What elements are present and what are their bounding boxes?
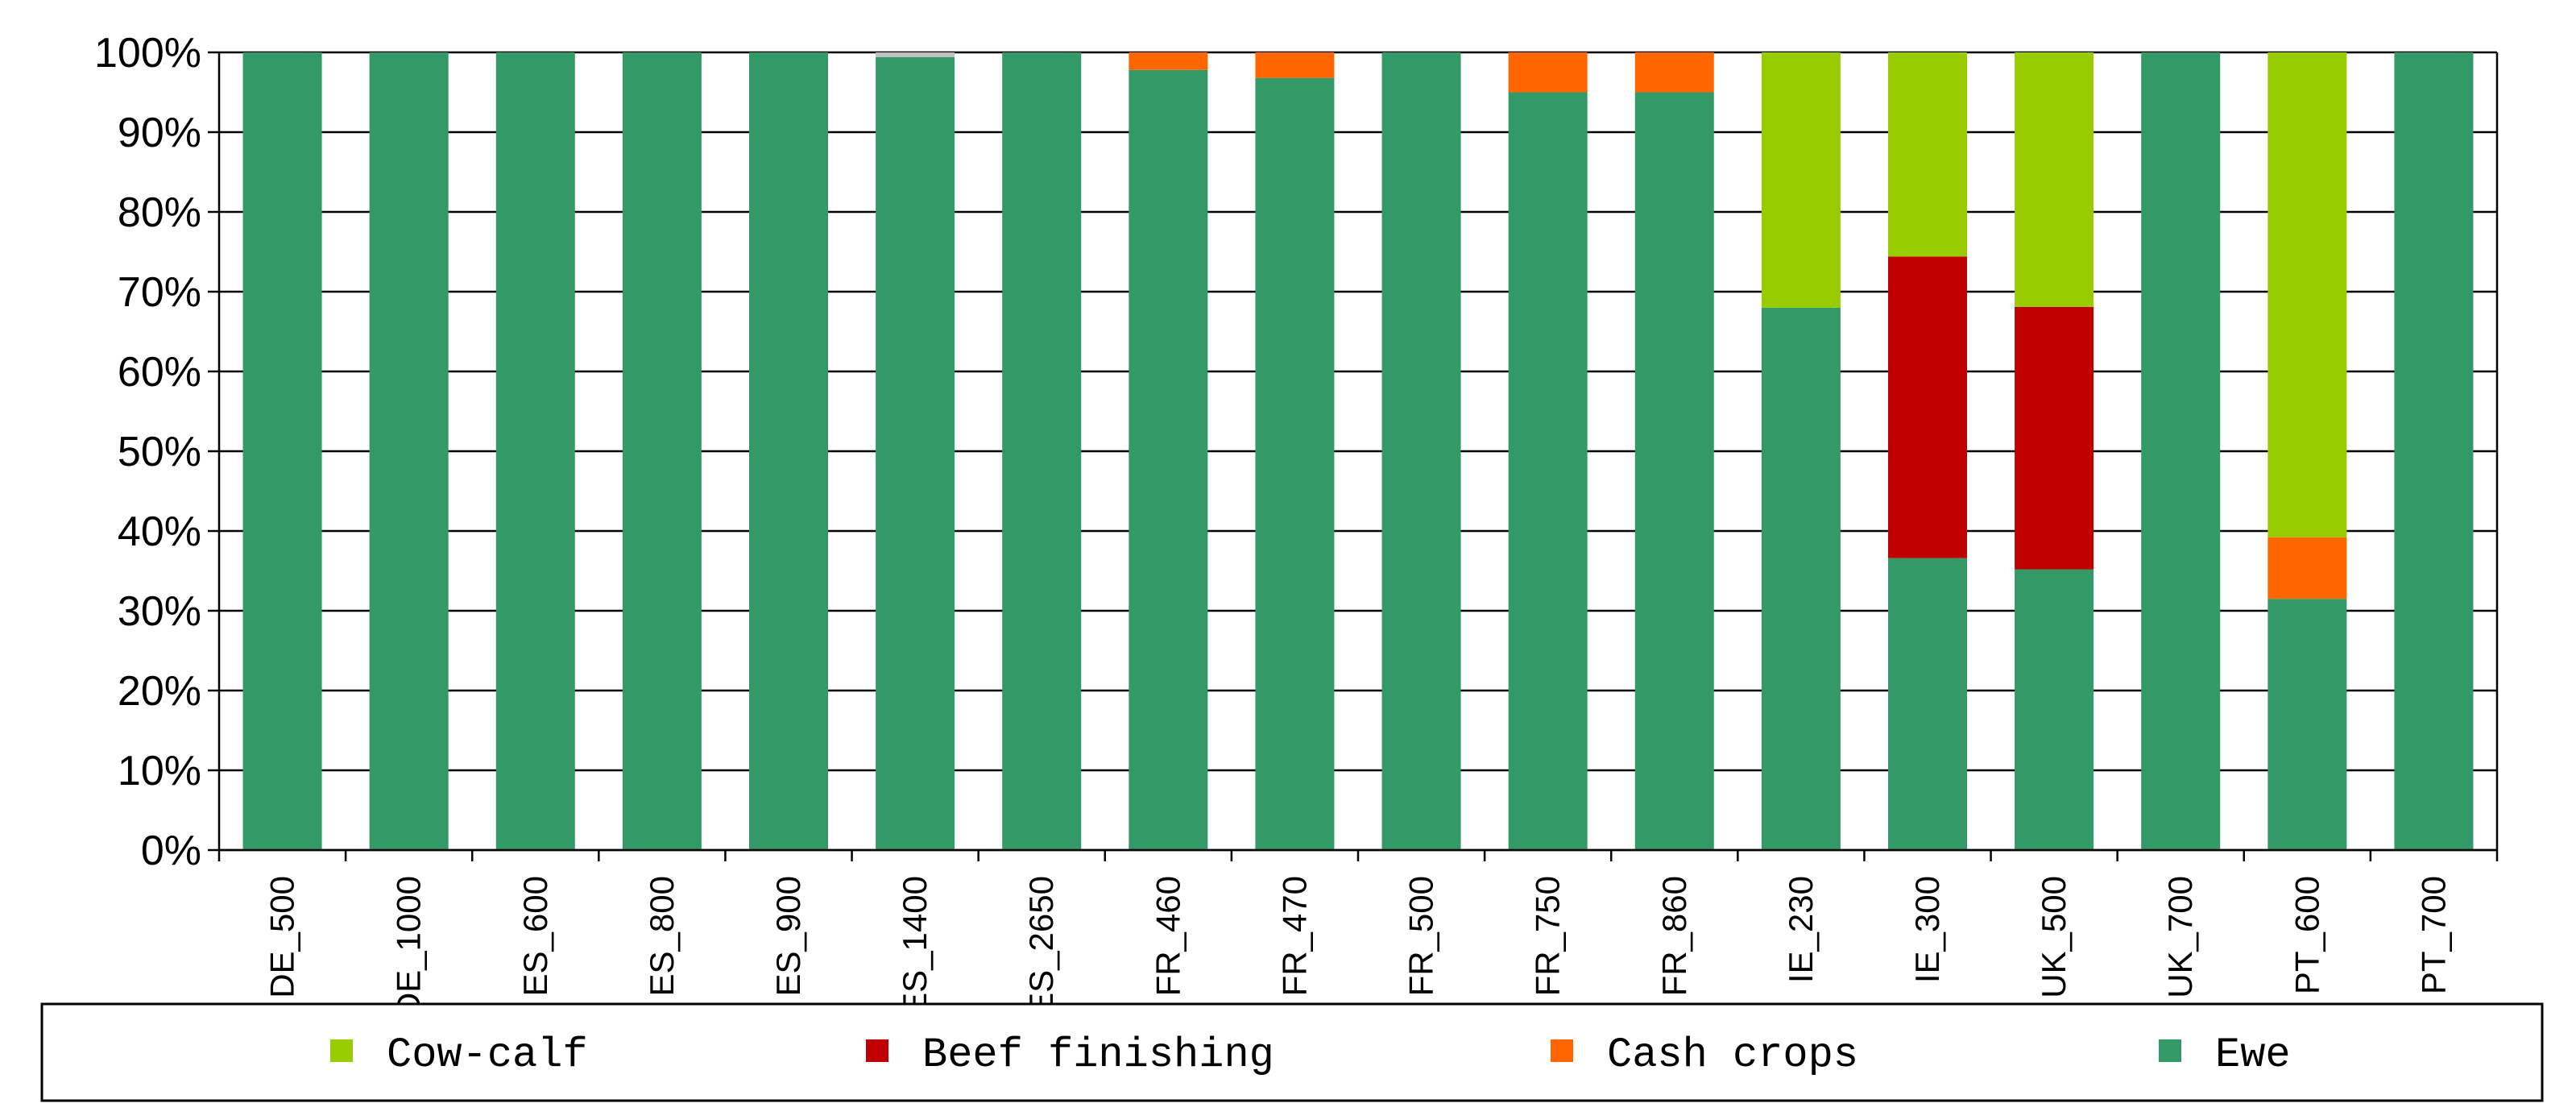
y-tick-label: 20% [118, 668, 201, 715]
bar-segment [2267, 52, 2347, 537]
bar-segment [1761, 307, 1841, 850]
x-category-label: DE_1000 [390, 876, 428, 1017]
x-category-label: ES_2650 [1022, 876, 1060, 1015]
y-tick-label: 0% [141, 828, 201, 874]
y-tick-label: 10% [118, 748, 201, 794]
bar-segment [2015, 569, 2094, 850]
x-category-label: DE_500 [263, 876, 301, 998]
axes [208, 51, 2499, 861]
x-category-label: ES_600 [516, 876, 554, 996]
y-tick-labels: 0% 10% 20% 30% 40% 50% 60% 70% 80% 90% 100% [94, 30, 201, 874]
x-category-label: IE_300 [1908, 876, 1946, 983]
x-category-label: ES_1400 [896, 876, 934, 1015]
legend-label: Cow-calf [387, 1031, 588, 1079]
bar-segment [1129, 69, 1208, 850]
bar-segment [2267, 537, 2347, 599]
bar-segment [1508, 52, 1588, 93]
bar-segment [1508, 92, 1588, 850]
bar-segment [1634, 92, 1714, 850]
bar-segment [1381, 52, 1461, 850]
bar-segment [2015, 52, 2094, 307]
bar-segment [749, 52, 828, 850]
bar-segment [876, 52, 955, 57]
bar-segment [876, 56, 955, 850]
x-category-label: PT_700 [2414, 876, 2452, 994]
x-category-label: ES_800 [643, 876, 681, 996]
x-category-label: FR_500 [1402, 876, 1440, 996]
x-category-label: UK_700 [2161, 876, 2199, 998]
x-category-labels: DE_500 DE_1000 ES_600 ES_800 ES_900 ES_1400 ES… [263, 876, 2453, 1017]
y-tick-label: 30% [118, 588, 201, 635]
y-tick-label: 40% [118, 508, 201, 555]
bar-segment [2141, 52, 2221, 850]
bar-segment [369, 52, 449, 850]
bar-segment [2394, 52, 2474, 850]
legend-swatch [1551, 1039, 1573, 1062]
x-category-label: FR_470 [1275, 876, 1313, 996]
legend-label: Cash crops [1607, 1031, 1858, 1079]
y-tick-label: 80% [118, 189, 201, 236]
bars [242, 52, 2474, 851]
y-tick-label: 50% [118, 429, 201, 475]
legend-label: Ewe [2215, 1031, 2291, 1079]
bar-segment [2015, 306, 2094, 570]
x-category-label: UK_500 [2035, 876, 2073, 998]
bar-segment [1255, 77, 1335, 851]
legend-swatch [330, 1039, 353, 1062]
x-category-label: FR_860 [1655, 876, 1693, 996]
x-category-label: FR_750 [1529, 876, 1567, 996]
y-tick-label: 100% [94, 30, 201, 77]
bar-segment [2267, 599, 2347, 850]
y-tick-label: 70% [118, 269, 201, 316]
bar-segment [1888, 52, 1967, 257]
bar-segment [1634, 52, 1714, 93]
legend-swatch [866, 1039, 888, 1062]
legend-swatch [2159, 1039, 2181, 1062]
bar-segment [1888, 256, 1967, 558]
x-category-label: ES_900 [769, 876, 807, 996]
x-category-label: FR_460 [1149, 876, 1187, 996]
bar-segment [1255, 52, 1335, 78]
legend: Cow-calf Beef finishing Cash crops Ewe [40, 1002, 2544, 1102]
y-tick-label: 60% [118, 349, 201, 396]
gridlines [219, 51, 2497, 852]
legend-box [40, 1002, 2544, 1102]
x-category-label: PT_600 [2288, 876, 2325, 994]
bar-segment [242, 52, 322, 850]
bar-segment [1761, 52, 1841, 308]
x-category-label: IE_230 [1782, 876, 1820, 983]
bar-segment [1129, 52, 1208, 70]
bar-segment [1002, 52, 1082, 850]
bar-segment [495, 52, 575, 850]
y-tick-label: 90% [118, 110, 201, 156]
bar-segment [1888, 558, 1967, 850]
legend-label: Beef finishing [922, 1031, 1274, 1079]
bar-segment [622, 52, 702, 850]
